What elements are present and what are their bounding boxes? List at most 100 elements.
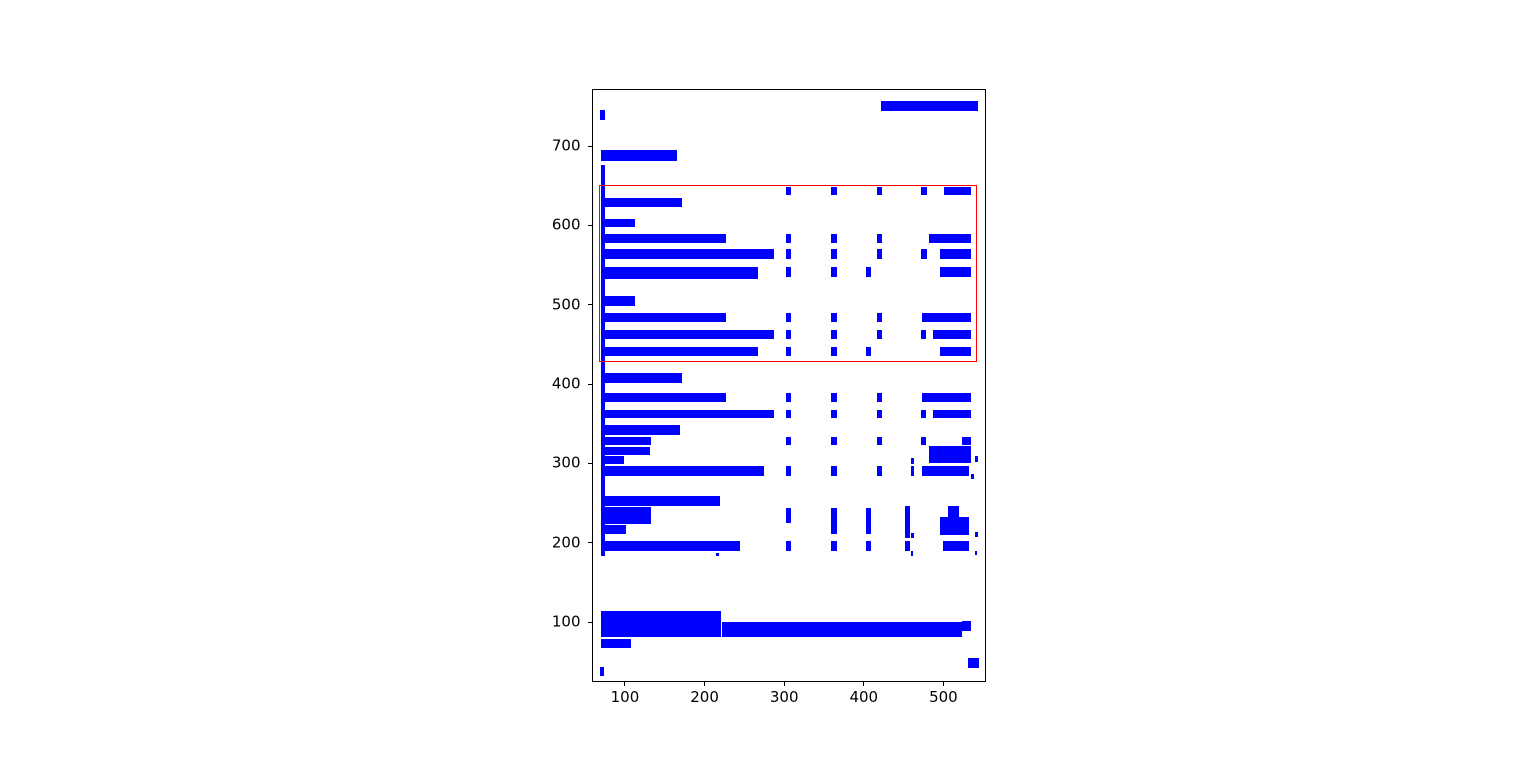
- data-box: [880, 101, 978, 111]
- data-box: [601, 436, 652, 446]
- data-box: [786, 466, 791, 477]
- y-tick-mark: [587, 462, 592, 464]
- data-box: [786, 266, 791, 278]
- data-box: [831, 393, 837, 402]
- data-box: [876, 409, 883, 419]
- data-box: [831, 508, 837, 535]
- data-box: [876, 329, 883, 339]
- data-box: [921, 409, 927, 419]
- data-box: [933, 329, 971, 339]
- data-box: [922, 312, 971, 322]
- data-box: [601, 524, 626, 535]
- y-tick-label: 500: [551, 295, 581, 314]
- data-box: [601, 639, 631, 649]
- y-tick-mark: [587, 542, 592, 544]
- data-box: [601, 296, 636, 306]
- x-tick-label: 500: [929, 687, 958, 706]
- data-box: [831, 186, 837, 196]
- data-box: [922, 393, 971, 402]
- data-box: [911, 550, 914, 556]
- data-box: [904, 506, 911, 539]
- data-box: [968, 657, 979, 669]
- x-tick-label: 100: [610, 687, 640, 706]
- data-box: [921, 329, 927, 339]
- data-box: [940, 347, 971, 356]
- data-box: [961, 621, 971, 631]
- data-box: [961, 436, 971, 446]
- data-box: [933, 409, 971, 419]
- data-box: [601, 347, 759, 356]
- data-box: [601, 507, 652, 524]
- data-box: [786, 436, 791, 446]
- data-box: [911, 458, 915, 464]
- data-box: [940, 266, 971, 278]
- data-box: [831, 248, 837, 259]
- data-box: [601, 329, 775, 339]
- data-box: [974, 456, 978, 462]
- data-box: [947, 506, 959, 517]
- data-box: [876, 436, 883, 446]
- data-box: [786, 312, 791, 322]
- y-tick-mark: [587, 621, 592, 623]
- data-box: [599, 109, 605, 121]
- data-box: [786, 329, 791, 339]
- x-tick-mark: [704, 681, 706, 686]
- y-tick-mark: [587, 224, 592, 226]
- data-box: [786, 186, 791, 196]
- y-tick-mark: [587, 145, 592, 147]
- data-box: [831, 436, 837, 446]
- x-tick-label: 200: [690, 687, 719, 706]
- data-box: [970, 473, 974, 479]
- data-box: [601, 424, 681, 435]
- data-box: [831, 329, 837, 339]
- data-box: [601, 540, 740, 551]
- data-box: [601, 266, 759, 279]
- data-box: [600, 165, 606, 557]
- data-box: [876, 248, 883, 259]
- y-tick-label: 600: [551, 215, 581, 234]
- data-box: [921, 186, 927, 196]
- data-box: [876, 466, 883, 477]
- x-tick-mark: [942, 681, 944, 686]
- data-box: [831, 312, 837, 322]
- data-box: [831, 466, 837, 477]
- data-box: [601, 409, 775, 419]
- x-tick-mark: [624, 681, 626, 686]
- data-box: [928, 233, 971, 244]
- highlight-rect: [598, 185, 978, 363]
- data-box: [601, 312, 727, 322]
- data-box: [601, 455, 625, 464]
- data-box: [601, 446, 650, 455]
- data-box: [865, 541, 872, 551]
- data-box: [601, 248, 775, 259]
- data-box: [831, 266, 837, 278]
- data-box: [911, 533, 915, 539]
- y-tick-label: 700: [551, 136, 581, 155]
- data-box: [786, 393, 791, 402]
- data-box: [974, 531, 978, 537]
- data-box: [922, 466, 970, 477]
- data-box: [601, 466, 765, 477]
- y-tick-label: 300: [551, 453, 581, 472]
- data-box: [786, 233, 791, 244]
- data-box: [601, 197, 683, 207]
- data-box: [786, 409, 791, 419]
- data-box: [599, 666, 605, 677]
- data-box: [831, 347, 837, 356]
- data-box: [921, 436, 927, 446]
- data-box: [921, 248, 927, 259]
- x-tick-mark: [783, 681, 785, 686]
- data-box: [601, 233, 727, 244]
- y-tick-label: 200: [551, 533, 581, 552]
- data-box: [944, 186, 971, 196]
- data-box: [721, 622, 962, 638]
- x-tick-label: 400: [849, 687, 879, 706]
- data-box: [601, 611, 722, 638]
- data-box: [876, 312, 883, 322]
- data-box: [904, 541, 911, 551]
- data-box: [786, 248, 791, 259]
- data-box: [831, 541, 837, 551]
- data-box: [942, 541, 970, 551]
- data-box: [601, 496, 720, 507]
